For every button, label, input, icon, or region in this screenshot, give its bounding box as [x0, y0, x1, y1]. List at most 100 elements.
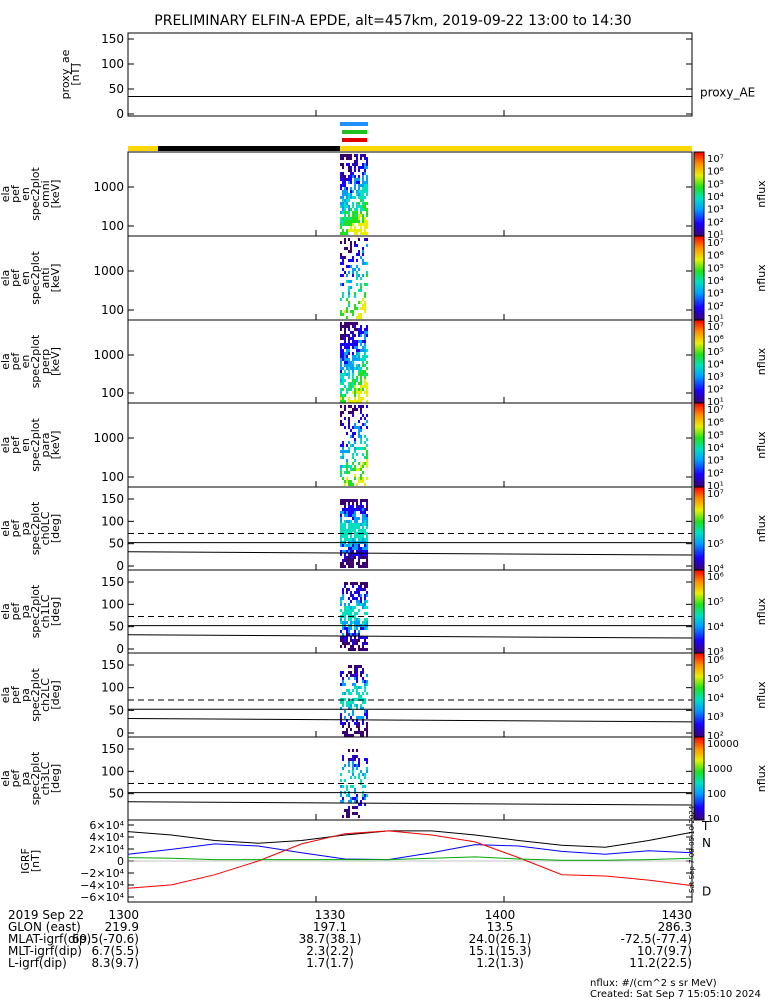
spectro-cell: [354, 806, 356, 809]
spectro-cell: [366, 193, 368, 196]
spectro-cell: [350, 435, 352, 438]
colorbar-tick: 10⁵: [707, 430, 724, 441]
spectro-cell: [358, 274, 360, 277]
spectro-cell: [364, 223, 366, 226]
spectro-cell: [340, 474, 342, 477]
science-zone-bar: [342, 138, 367, 142]
spectro-cell: [366, 184, 368, 187]
spectro-cell: [364, 202, 366, 205]
spectro-cell: [344, 334, 346, 337]
spectro-cell: [354, 636, 356, 639]
spectro-cell: [366, 223, 368, 226]
spectro-cell: [340, 313, 342, 316]
spectro-cell: [346, 310, 348, 313]
spectro-cell: [350, 728, 352, 731]
spectro-cell: [350, 645, 352, 648]
spectro-cell: [360, 716, 362, 719]
spectro-cell: [354, 517, 356, 520]
spectro-cell: [344, 716, 346, 719]
spectro-cell: [340, 283, 342, 286]
spectro-cell: [342, 292, 344, 295]
spectro-cell: [350, 331, 352, 334]
spectro-cell: [366, 453, 368, 456]
colorbar-tick: 10²: [707, 731, 724, 742]
spectro-cell: [356, 232, 358, 235]
spectro-cell: [342, 178, 344, 181]
spectro-cell: [352, 382, 354, 385]
colorbar: [693, 652, 705, 738]
spectro-cell: [348, 334, 350, 337]
spectro-cell: [360, 547, 362, 550]
spectro-cell: [342, 550, 344, 553]
spectro-cell: [364, 689, 366, 692]
colorbar-tick: 10⁶: [707, 572, 724, 583]
spectro-cell: [364, 517, 366, 520]
spectro-cell: [366, 612, 368, 615]
y-axis-label: [deg]: [49, 764, 62, 793]
spectro-cell: [360, 707, 362, 710]
spectro-cell: [354, 665, 356, 668]
spectro-cell: [342, 701, 344, 704]
spectro-cell: [342, 535, 344, 538]
spectro-cell: [362, 453, 364, 456]
spectro-cell: [350, 797, 352, 800]
spectro-cell: [360, 208, 362, 211]
spectro-cell: [348, 223, 350, 226]
spectro-cell: [364, 794, 366, 797]
spectro-cell: [350, 178, 352, 181]
spectro-cell: [346, 556, 348, 559]
spectro-cell: [352, 785, 354, 788]
spectro-cell: [348, 358, 350, 361]
spectro-cell: [352, 325, 354, 328]
spectro-cell: [364, 238, 366, 241]
spectro-cell: [364, 686, 366, 689]
spectro-cell: [346, 459, 348, 462]
spectro-cell: [356, 633, 358, 636]
spectro-cell: [348, 340, 350, 343]
spectro-cell: [352, 511, 354, 514]
spectro-cell: [366, 544, 368, 547]
spectro-cell: [342, 621, 344, 624]
spectro-cell: [352, 701, 354, 704]
spectro-cell: [362, 462, 364, 465]
spectro-cell: [354, 385, 356, 388]
spectro-cell: [362, 520, 364, 523]
spectro-cell: [340, 388, 342, 391]
spectro-cell: [340, 785, 342, 788]
spectro-cell: [364, 532, 366, 535]
spectro-cell: [342, 154, 344, 157]
spectro-cell: [342, 211, 344, 214]
spectro-cell: [350, 181, 352, 184]
spectro-cell: [354, 447, 356, 450]
spectro-cell: [350, 633, 352, 636]
y-axis-label: ela: [0, 353, 12, 370]
spectro-cell: [352, 538, 354, 541]
spectro-cell: [360, 154, 362, 157]
spectro-cell: [360, 553, 362, 556]
spectro-cell: [356, 707, 358, 710]
spectro-cell: [340, 196, 342, 199]
spectro-cell: [362, 370, 364, 373]
spectro-cell: [340, 382, 342, 385]
spectro-cell: [360, 205, 362, 208]
y-axis-label: ela: [0, 520, 12, 537]
spectro-cell: [348, 671, 350, 674]
spectro-cell: [362, 208, 364, 211]
spectro-cell: [348, 199, 350, 202]
spectro-cell: [358, 420, 360, 423]
colorbar-tick: 10⁴: [707, 192, 724, 203]
spectro-cell: [350, 499, 352, 502]
spectro-cell: [348, 465, 350, 468]
spectro-cell: [344, 343, 346, 346]
colorbar-tick: 10⁶: [707, 335, 724, 346]
spectro-cell: [340, 517, 342, 520]
spectro-cell: [352, 391, 354, 394]
spectro-cell: [340, 420, 342, 423]
spectro-cell: [356, 205, 358, 208]
spectro-cell: [344, 603, 346, 606]
spectro-cell: [348, 556, 350, 559]
spectro-cell: [360, 695, 362, 698]
colorbar-tick: 10⁶: [707, 418, 724, 429]
spectro-cell: [362, 447, 364, 450]
spectro-cell: [342, 447, 344, 450]
